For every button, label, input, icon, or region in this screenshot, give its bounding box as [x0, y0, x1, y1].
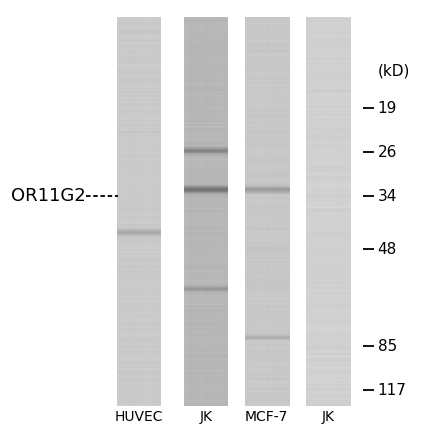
Text: 117: 117 [378, 383, 407, 398]
Text: HUVEC: HUVEC [114, 410, 163, 424]
Text: (kD): (kD) [378, 63, 410, 78]
Text: 34: 34 [378, 189, 397, 204]
Text: JK: JK [321, 410, 334, 424]
Text: 85: 85 [378, 339, 397, 354]
Text: OR11G2: OR11G2 [11, 187, 86, 205]
Text: 19: 19 [378, 101, 397, 116]
Text: MCF-7: MCF-7 [245, 410, 288, 424]
Text: 48: 48 [378, 242, 397, 257]
Text: JK: JK [199, 410, 213, 424]
Text: 26: 26 [378, 145, 397, 160]
